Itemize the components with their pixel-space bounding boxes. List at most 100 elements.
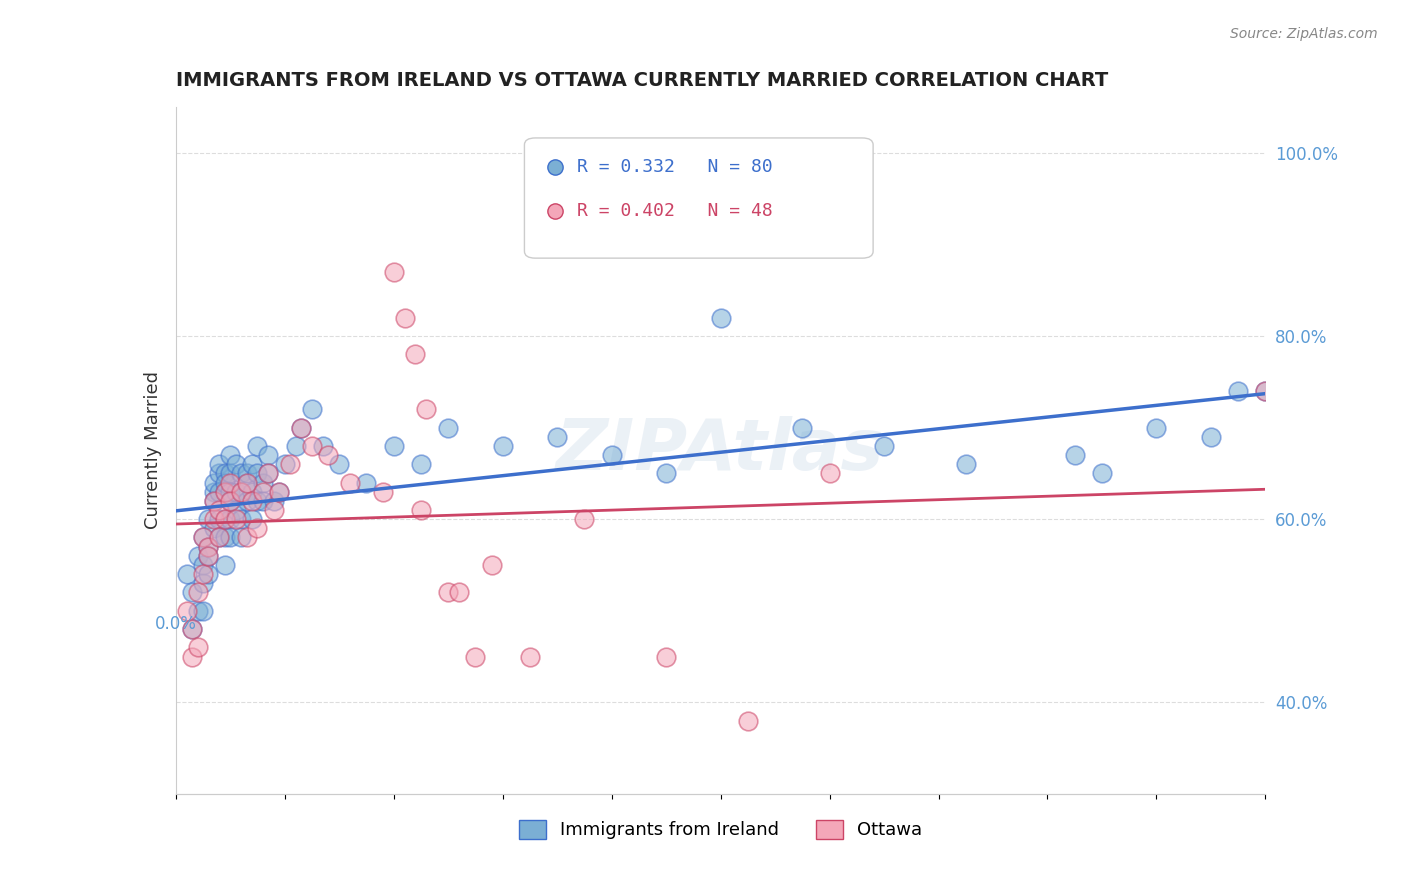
Point xyxy=(405,347,427,361)
Point xyxy=(186,640,209,655)
Point xyxy=(208,503,231,517)
Point xyxy=(235,475,257,490)
Point xyxy=(214,484,236,499)
Point xyxy=(186,604,209,618)
Point xyxy=(225,484,247,499)
Point xyxy=(231,484,253,499)
Point xyxy=(737,714,759,728)
Point xyxy=(481,558,503,572)
Point xyxy=(197,540,219,554)
Text: Source: ZipAtlas.com: Source: ZipAtlas.com xyxy=(1230,27,1378,41)
Point xyxy=(235,475,257,490)
Point xyxy=(1254,384,1277,398)
Point xyxy=(519,649,541,664)
Point xyxy=(382,439,405,453)
Y-axis label: Currently Married: Currently Married xyxy=(143,371,162,530)
Point xyxy=(318,448,340,462)
Point xyxy=(710,310,733,325)
Point xyxy=(312,439,335,453)
Point xyxy=(257,467,280,481)
Point xyxy=(231,484,253,499)
Text: R = 0.402   N = 48: R = 0.402 N = 48 xyxy=(576,202,772,220)
Point xyxy=(290,420,312,434)
Point xyxy=(191,558,214,572)
Text: IMMIGRANTS FROM IRELAND VS OTTAWA CURRENTLY MARRIED CORRELATION CHART: IMMIGRANTS FROM IRELAND VS OTTAWA CURREN… xyxy=(176,71,1108,90)
Point xyxy=(600,448,623,462)
Point xyxy=(191,567,214,582)
Point xyxy=(225,457,247,471)
Point xyxy=(219,493,242,508)
Point xyxy=(1227,384,1250,398)
Point xyxy=(235,531,257,545)
Point xyxy=(1063,448,1085,462)
Point xyxy=(274,457,297,471)
Point xyxy=(263,493,285,508)
Point xyxy=(191,531,214,545)
Point xyxy=(231,512,253,526)
Text: R = 0.332   N = 80: R = 0.332 N = 80 xyxy=(576,158,772,176)
Point xyxy=(202,484,225,499)
Point xyxy=(1091,467,1114,481)
Point xyxy=(225,503,247,517)
Point xyxy=(252,484,274,499)
Point xyxy=(257,448,280,462)
Point xyxy=(1199,430,1222,444)
Point xyxy=(655,649,678,664)
Point xyxy=(447,585,470,599)
Point xyxy=(219,448,242,462)
Point xyxy=(197,540,219,554)
Point xyxy=(191,531,214,545)
Point xyxy=(231,531,253,545)
Point xyxy=(818,467,841,481)
Point xyxy=(202,521,225,535)
Point xyxy=(257,467,280,481)
Point xyxy=(197,567,219,582)
Point xyxy=(186,585,209,599)
Point xyxy=(240,457,263,471)
Point xyxy=(873,439,896,453)
Point xyxy=(197,549,219,563)
Point xyxy=(191,604,214,618)
Point xyxy=(301,439,323,453)
Point xyxy=(191,576,214,591)
Point xyxy=(219,493,242,508)
Point xyxy=(231,467,253,481)
Point xyxy=(792,420,814,434)
Point xyxy=(181,622,204,636)
Point xyxy=(409,457,432,471)
Point xyxy=(655,467,678,481)
Point xyxy=(208,531,231,545)
Point xyxy=(214,531,236,545)
Point xyxy=(208,512,231,526)
Point xyxy=(208,531,231,545)
Point xyxy=(214,467,236,481)
Point xyxy=(240,493,263,508)
Point xyxy=(214,512,236,526)
Point xyxy=(263,503,285,517)
Point xyxy=(214,558,236,572)
Point xyxy=(202,493,225,508)
Point xyxy=(252,475,274,490)
Point xyxy=(246,467,269,481)
Point xyxy=(219,512,242,526)
Point xyxy=(214,512,236,526)
FancyBboxPatch shape xyxy=(524,138,873,258)
Point xyxy=(181,622,204,636)
Point xyxy=(246,493,269,508)
Point xyxy=(409,503,432,517)
Point xyxy=(197,512,219,526)
Point xyxy=(415,402,437,417)
Point xyxy=(269,484,291,499)
Point xyxy=(176,567,198,582)
Text: ZIPAtlas: ZIPAtlas xyxy=(557,416,884,485)
Legend: Immigrants from Ireland, Ottawa: Immigrants from Ireland, Ottawa xyxy=(512,813,929,847)
Point xyxy=(208,457,231,471)
Point xyxy=(1254,384,1277,398)
Point xyxy=(437,585,460,599)
Point xyxy=(186,549,209,563)
Point xyxy=(214,484,236,499)
Point xyxy=(176,604,198,618)
Point xyxy=(246,521,269,535)
Point xyxy=(181,585,204,599)
Point xyxy=(219,467,242,481)
